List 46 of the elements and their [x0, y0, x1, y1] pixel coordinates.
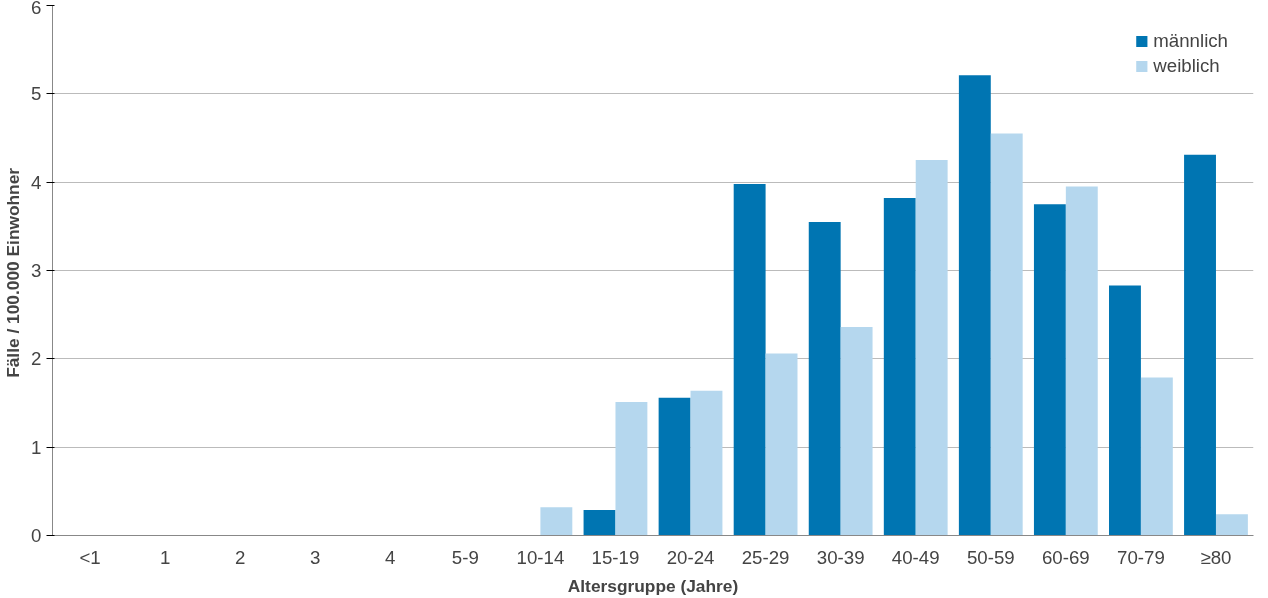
y-tick-label: 6 — [31, 0, 42, 18]
legend-label: männlich — [1153, 30, 1228, 52]
x-tick-label: 20-24 — [666, 546, 715, 568]
y-tick-label: 4 — [31, 171, 42, 193]
bar — [1215, 514, 1248, 536]
bar — [883, 198, 916, 536]
x-tick-label: 5-9 — [451, 546, 479, 568]
bar — [765, 353, 798, 536]
legend-label: weiblich — [1153, 55, 1220, 77]
x-tick-label: 25-29 — [741, 546, 790, 568]
x-tick-label: 3 — [310, 546, 321, 568]
x-tick-label: 1 — [159, 546, 171, 568]
bar — [583, 509, 616, 536]
bar — [1109, 285, 1141, 536]
x-tick-label: 70-79 — [1117, 546, 1165, 568]
bar — [615, 402, 648, 536]
y-axis-title: Fälle / 100.000 Einwohner — [3, 167, 24, 378]
x-tick-label: 10-14 — [516, 546, 565, 568]
x-tick-label: 15-19 — [591, 546, 640, 568]
bar — [1033, 204, 1066, 536]
y-tick-label: 2 — [31, 348, 42, 370]
x-tick-label: 30-39 — [816, 546, 865, 568]
y-tick-label: 3 — [31, 260, 42, 281]
bar — [1065, 186, 1098, 536]
x-tick-label: 50-59 — [966, 546, 1015, 568]
x-axis-title: Altersgruppe (Jahre) — [567, 575, 739, 596]
x-tick-label: 2 — [234, 546, 246, 568]
y-tick-label: 1 — [31, 436, 42, 458]
bar — [958, 75, 991, 536]
bar — [658, 397, 691, 536]
x-tick-label: <1 — [79, 546, 101, 568]
bar — [1140, 377, 1173, 536]
x-tick-label: 60-69 — [1041, 546, 1090, 568]
bar — [915, 160, 948, 536]
x-tick-label: 4 — [385, 546, 396, 568]
bar — [840, 327, 873, 536]
bar — [540, 507, 573, 536]
bar — [990, 133, 1023, 536]
y-tick-label: 0 — [31, 525, 42, 546]
x-tick-label: ≥80 — [1200, 546, 1232, 568]
bar — [690, 390, 723, 536]
bar — [1184, 154, 1216, 536]
x-tick-label: 40-49 — [891, 546, 940, 568]
y-tick-label: 5 — [31, 83, 42, 105]
bar — [808, 221, 841, 536]
bar — [733, 183, 766, 536]
